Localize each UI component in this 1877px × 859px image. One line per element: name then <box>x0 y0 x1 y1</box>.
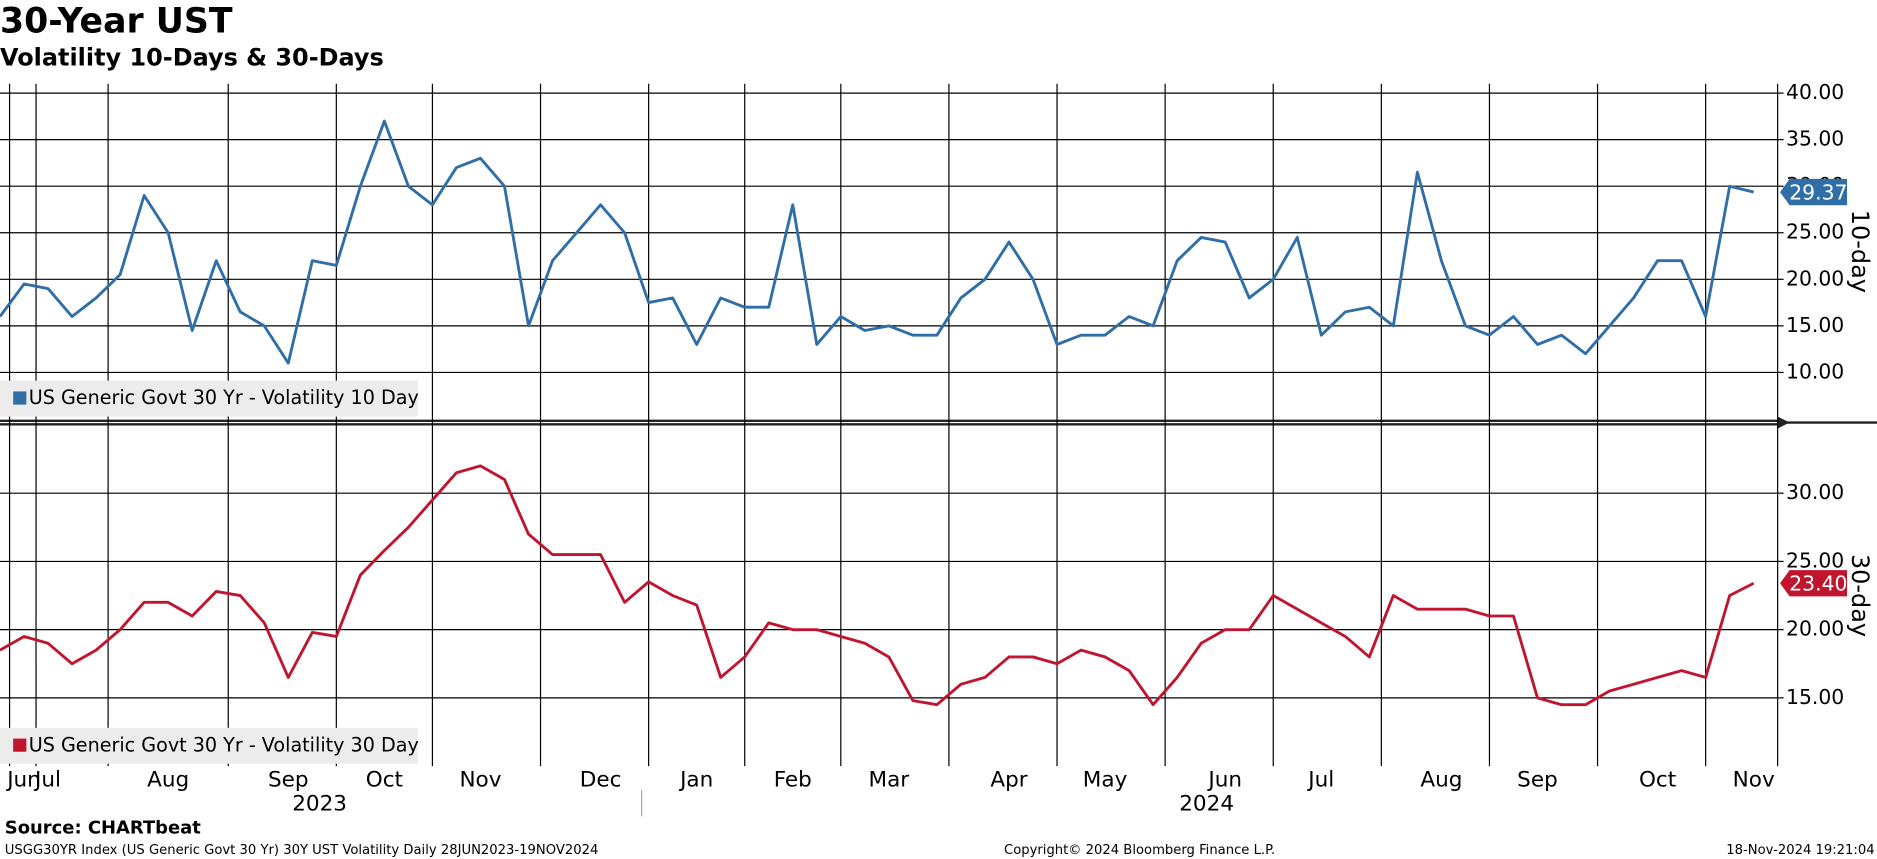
legend-label: US Generic Govt 30 Yr - Volatility 10 Da… <box>29 386 419 409</box>
x-tick-label: Jan <box>678 767 713 792</box>
x-tick-label: Apr <box>990 767 1027 792</box>
last-value-label: 29.37 <box>1789 180 1847 204</box>
y-axis-label: 30-day <box>1846 554 1874 637</box>
x-tick-label: Sep <box>268 767 309 792</box>
x-tick-label: Jul <box>1306 767 1334 792</box>
chart-subtitle: Volatility 10-Days & 30-Days <box>0 44 384 72</box>
x-tick-label: Oct <box>1639 767 1676 792</box>
x-tick-label: Jul <box>33 767 61 792</box>
legend-swatch <box>13 391 27 405</box>
footer-center: Copyright© 2024 Bloomberg Finance L.P. <box>1004 843 1275 858</box>
footer-left: USGG30YR Index (US Generic Govt 30 Yr) 3… <box>5 843 599 858</box>
y-axis-label: 10-day <box>1846 210 1874 293</box>
last-value-label: 23.40 <box>1789 571 1847 595</box>
y-tick-label: 40.00 <box>1786 80 1844 104</box>
chart-title: 30-Year UST <box>0 2 233 42</box>
legend-box <box>0 380 418 417</box>
x-tick-label: Mar <box>869 767 910 792</box>
x-tick-label: Jun <box>5 767 41 792</box>
year-label: 2023 <box>292 791 347 816</box>
x-tick-label: Feb <box>774 767 812 792</box>
last-value-badge <box>1780 178 1848 206</box>
x-tick-label: Nov <box>459 767 501 792</box>
legend-swatch <box>13 738 27 752</box>
source: Source: CHARTbeat <box>5 817 201 838</box>
y-tick-label: 30.00 <box>1786 480 1844 504</box>
y-tick-label: 10.00 <box>1786 359 1844 383</box>
series-line <box>0 464 1755 707</box>
x-tick-label: Jun <box>1206 767 1242 792</box>
footer-right: 18-Nov-2024 19:21:04 <box>1726 843 1874 858</box>
y-tick-label: 15.00 <box>1786 313 1844 337</box>
x-tick-label: Aug <box>1420 767 1462 792</box>
x-tick-label: Sep <box>1517 767 1558 792</box>
x-tick-label: May <box>1083 767 1128 792</box>
legend-box <box>0 727 418 764</box>
legend-label: US Generic Govt 30 Yr - Volatility 30 Da… <box>29 733 419 756</box>
y-tick-label: 15.00 <box>1786 685 1844 709</box>
x-tick-label: Aug <box>147 767 189 792</box>
last-value-badge <box>1780 570 1848 597</box>
series-line <box>0 119 1755 365</box>
x-tick-label: Dec <box>580 767 622 792</box>
y-tick-label: 20.00 <box>1786 266 1844 290</box>
year-label: 2024 <box>1179 791 1234 816</box>
y-tick-label: 35.00 <box>1786 127 1844 151</box>
y-tick-label: 25.00 <box>1786 220 1844 244</box>
x-tick-label: Oct <box>366 767 403 792</box>
y-tick-label: 20.00 <box>1786 617 1844 641</box>
y-tick-label: 25.00 <box>1786 548 1844 572</box>
x-tick-label: Nov <box>1733 767 1775 792</box>
